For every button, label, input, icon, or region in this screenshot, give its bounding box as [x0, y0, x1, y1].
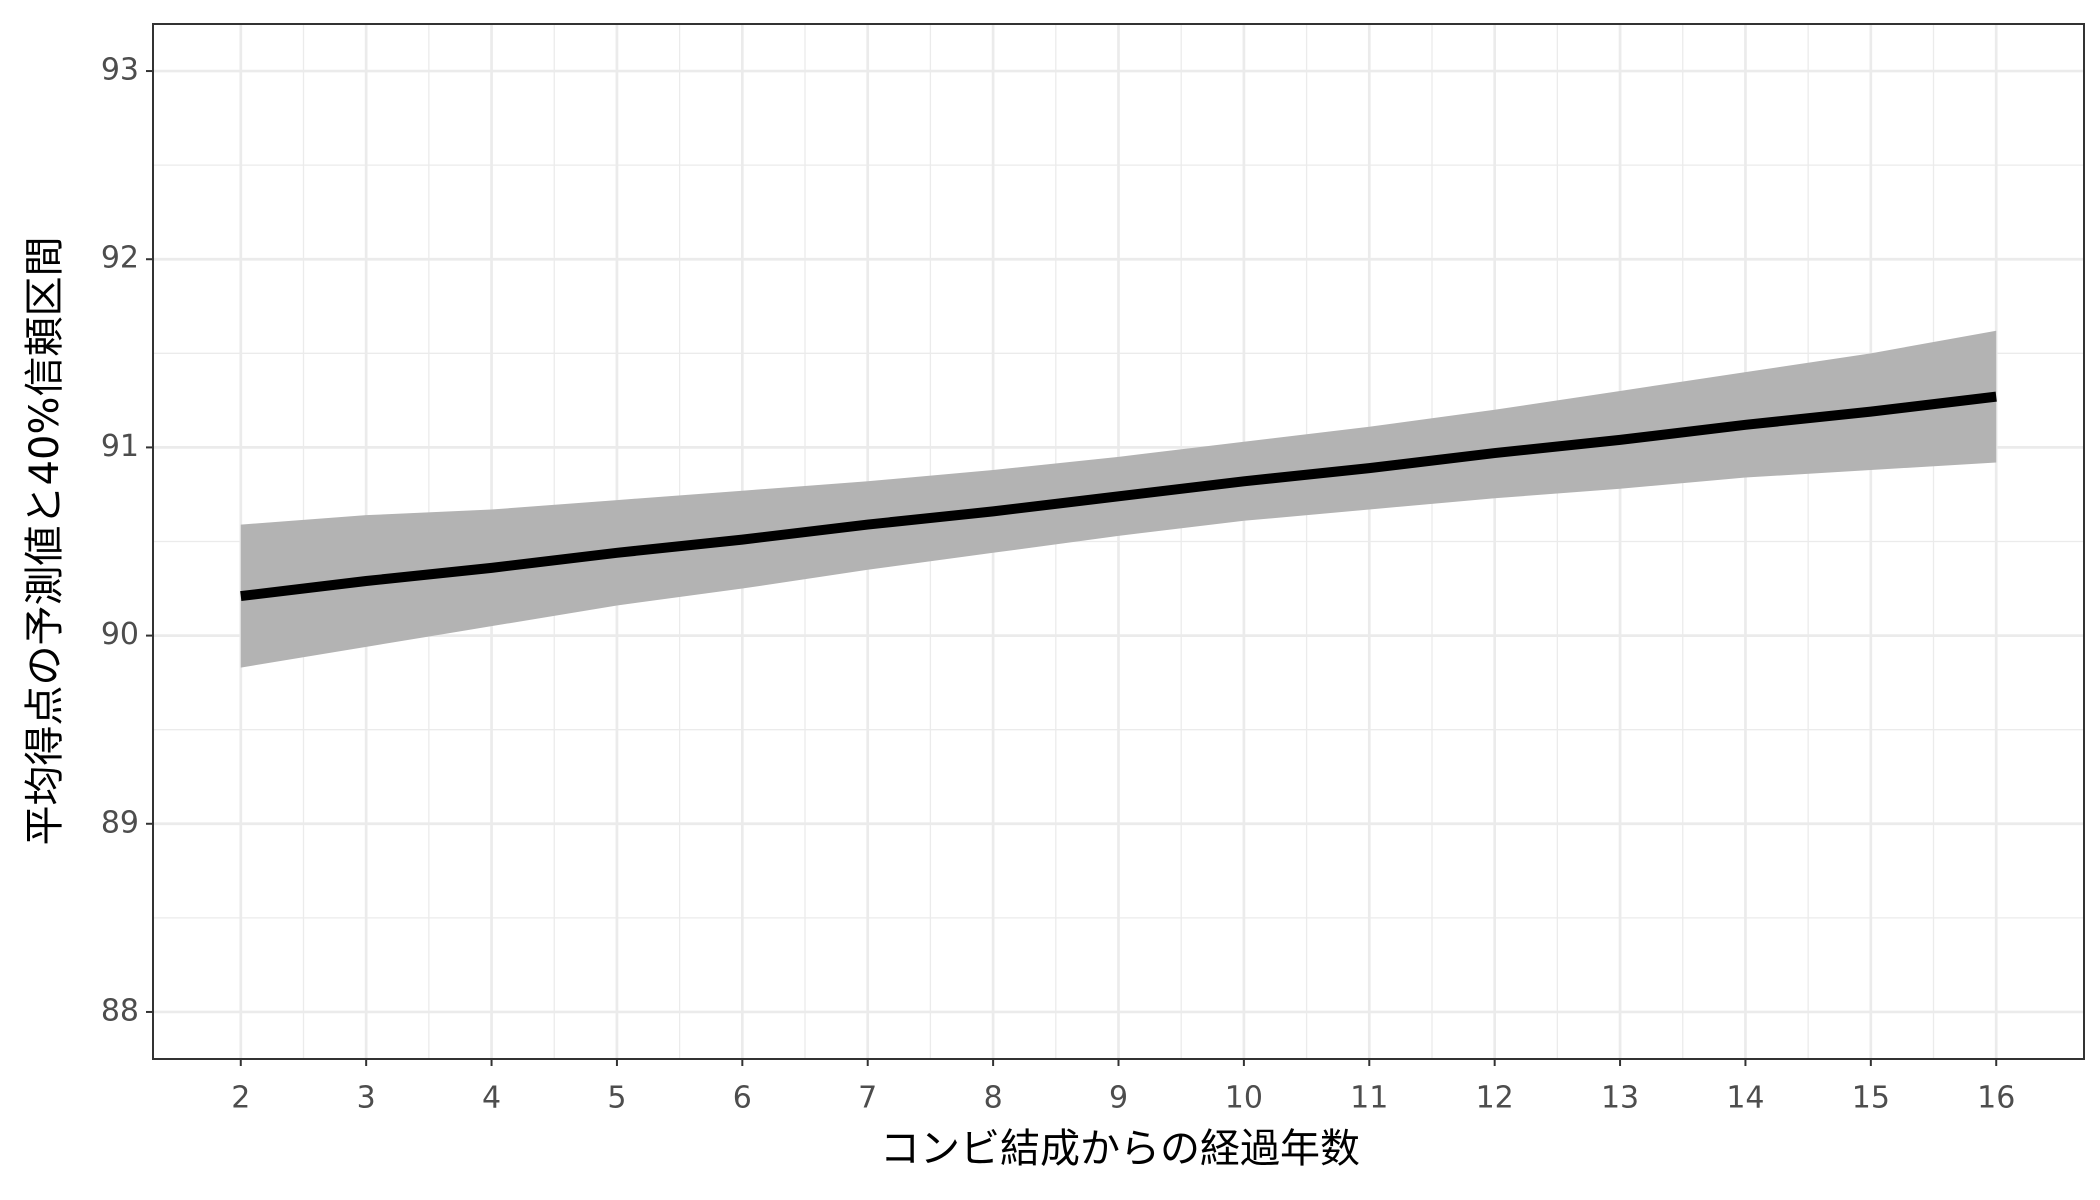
y-tick-label: 93	[101, 53, 139, 88]
x-tick-label: 7	[858, 1081, 877, 1116]
x-tick-label: 13	[1601, 1081, 1639, 1116]
x-tick-label: 4	[482, 1081, 501, 1116]
x-tick-label: 10	[1225, 1081, 1263, 1116]
y-tick-label: 91	[101, 429, 139, 464]
y-tick-label: 89	[101, 805, 139, 840]
x-tick-label: 11	[1350, 1081, 1388, 1116]
x-tick-label: 14	[1726, 1081, 1764, 1116]
x-tick-label: 8	[984, 1081, 1003, 1116]
x-tick-label: 9	[1109, 1081, 1128, 1116]
x-tick-label: 16	[1977, 1081, 2015, 1116]
x-tick-label: 15	[1852, 1081, 1890, 1116]
x-tick-label: 3	[357, 1081, 376, 1116]
plot-border	[152, 23, 2085, 1060]
y-axis-title: 平均得点の予測値と40%信頼区間	[22, 237, 68, 846]
fit-line	[240, 391, 1997, 602]
x-tick-label: 12	[1476, 1081, 1514, 1116]
x-tick-label: 2	[231, 1081, 250, 1116]
x-axis-title: コンビ結成からの経過年数	[880, 1126, 1360, 1172]
x-tick-label: 5	[607, 1081, 626, 1116]
y-tick-label: 92	[101, 241, 139, 276]
y-tick-label: 90	[101, 617, 139, 652]
x-tick-label: 6	[733, 1081, 752, 1116]
y-tick-label: 88	[101, 993, 139, 1028]
